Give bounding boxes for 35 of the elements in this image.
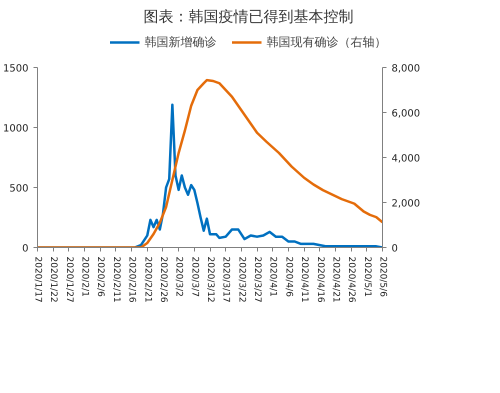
x-tick-label: 2020/4/11 xyxy=(299,256,310,303)
x-tick-label: 2020/4/1 xyxy=(268,256,278,297)
chart-title: 图表：韩国疫情已得到基本控制 xyxy=(144,8,354,26)
y-tick-label: 1500 xyxy=(3,64,29,74)
x-tick-label: 2020/2/21 xyxy=(142,256,152,303)
y-tick-label: 500 xyxy=(9,184,29,194)
x-tick-label: 2020/2/6 xyxy=(95,256,106,298)
x-tick-label: 2020/3/17 xyxy=(220,256,231,303)
x-tick-label: 2020/2/1 xyxy=(80,256,90,297)
x-tick-label: 2020/3/27 xyxy=(252,256,262,303)
y-tick-label: 0 xyxy=(22,244,29,254)
x-tick-label: 2020/3/12 xyxy=(205,256,215,303)
y2-tick-label: 8,000 xyxy=(392,64,420,74)
legend-label: 韩国现有确诊（右轴） xyxy=(266,34,386,50)
x-tick-label: 2020/3/7 xyxy=(189,256,200,297)
x-tick-label: 2020/5/1 xyxy=(362,256,372,297)
x-tick-label: 2020/3/2 xyxy=(174,256,184,297)
x-tick-label: 2020/4/21 xyxy=(330,256,340,303)
y-tick-label: 1000 xyxy=(3,124,29,134)
legend-label: 韩国新增确诊 xyxy=(144,34,216,50)
y2-tick-label: 4,000 xyxy=(392,154,420,164)
x-tick-label: 2020/2/11 xyxy=(110,256,121,303)
x-tick-label: 2020/2/16 xyxy=(126,256,137,303)
x-tick-label: 2020/1/22 xyxy=(48,256,58,303)
x-tick-label: 2020/3/22 xyxy=(236,256,246,303)
x-tick-label: 2020/4/6 xyxy=(283,256,294,298)
x-tick-label: 2020/2/26 xyxy=(158,256,168,303)
y2-tick-label: 2,000 xyxy=(392,198,420,210)
x-tick-label: 2020/4/16 xyxy=(314,256,325,303)
y2-tick-label: 0 xyxy=(392,244,398,254)
y2-tick-label: 6,000 xyxy=(392,108,420,120)
x-tick-label: 2020/1/17 xyxy=(32,256,42,303)
x-tick-label: 2020/1/27 xyxy=(64,256,74,303)
x-tick-label: 2020/5/6 xyxy=(378,256,388,298)
x-tick-label: 2020/4/26 xyxy=(346,256,356,303)
